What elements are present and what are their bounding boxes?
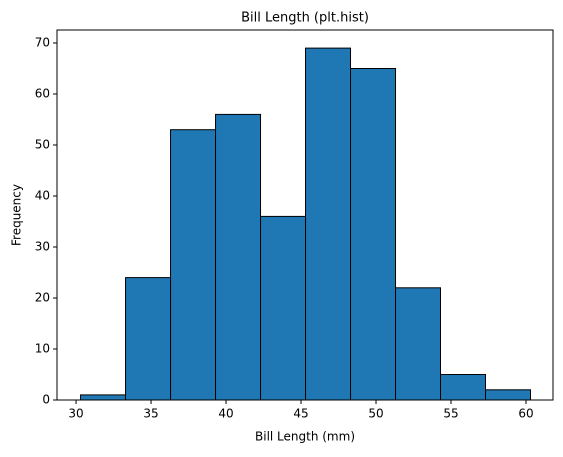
y-tick-label: 30 bbox=[35, 240, 50, 254]
bar bbox=[440, 374, 487, 401]
y-tick-label: 0 bbox=[42, 393, 50, 407]
bar bbox=[80, 394, 127, 401]
bar bbox=[125, 277, 172, 401]
x-tick-label: 30 bbox=[68, 407, 83, 421]
chart-title: Bill Length (plt.hist) bbox=[241, 11, 369, 26]
bar bbox=[215, 113, 262, 401]
bar bbox=[260, 215, 307, 401]
x-tick-label: 55 bbox=[443, 407, 458, 421]
x-tick-label: 60 bbox=[518, 407, 533, 421]
y-axis-label: Frequency bbox=[10, 184, 24, 246]
y-tick-label: 50 bbox=[35, 138, 50, 152]
bar bbox=[395, 287, 442, 401]
bar bbox=[485, 389, 532, 401]
bar bbox=[305, 47, 352, 401]
x-tick-label: 40 bbox=[218, 407, 233, 421]
y-tick-label: 40 bbox=[35, 189, 50, 203]
x-tick-label: 35 bbox=[143, 407, 158, 421]
plot-frame bbox=[56, 29, 554, 401]
y-tick-label: 70 bbox=[35, 36, 50, 50]
bar bbox=[350, 68, 397, 401]
x-axis-label: Bill Length (mm) bbox=[255, 430, 355, 444]
bar bbox=[170, 129, 217, 401]
y-tick-label: 10 bbox=[35, 342, 50, 356]
y-tick-label: 60 bbox=[35, 87, 50, 101]
y-tick-label: 20 bbox=[35, 291, 50, 305]
x-tick-label: 45 bbox=[293, 407, 308, 421]
x-tick-label: 50 bbox=[368, 407, 383, 421]
